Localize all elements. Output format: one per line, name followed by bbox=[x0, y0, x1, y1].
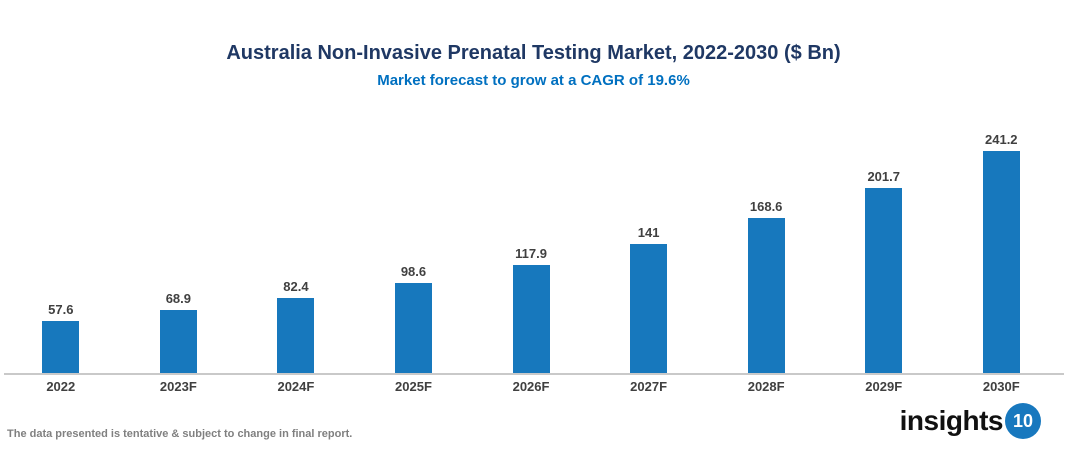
x-axis-label: 2027F bbox=[630, 379, 668, 394]
chart-title: Australia Non-Invasive Prenatal Testing … bbox=[226, 42, 841, 64]
bar bbox=[512, 265, 550, 374]
bar bbox=[747, 218, 785, 374]
logo-circle-10-icon: 10 bbox=[1005, 403, 1041, 439]
logo-wordmark: insights bbox=[899, 405, 1004, 436]
insights10-logo: insights 10 bbox=[900, 402, 1041, 440]
x-axis-label: 2029F bbox=[865, 379, 903, 394]
bar-value-label: 141 bbox=[637, 225, 660, 240]
bar-column: 82.4 bbox=[237, 114, 355, 374]
bar-column: 241.2 bbox=[943, 114, 1061, 374]
x-axis-label: 2024F bbox=[277, 379, 315, 394]
bar-chart-plot-area: 57.6 68.9 82.4 98.6 117.9 141 168.6 201.7 241.2 bbox=[2, 114, 1060, 374]
bar-value-label: 98.6 bbox=[400, 264, 427, 279]
bar-column: 117.9 bbox=[472, 114, 590, 374]
disclaimer-text: The data presented is tentative & subjec… bbox=[7, 428, 353, 440]
x-axis-label: 2030F bbox=[982, 379, 1020, 394]
bar-column: 68.9 bbox=[120, 114, 238, 374]
bar-column: 201.7 bbox=[825, 114, 943, 374]
bar-value-label: 168.6 bbox=[749, 199, 783, 214]
bar-value-label: 82.4 bbox=[283, 279, 309, 294]
bar-column: 168.6 bbox=[707, 114, 825, 374]
bar bbox=[277, 298, 315, 374]
x-axis-label: 2025F bbox=[395, 379, 432, 394]
bar-column: 141 bbox=[590, 114, 708, 374]
bar-column: 57.6 bbox=[2, 114, 120, 374]
bar bbox=[982, 151, 1020, 374]
x-axis-label: 2028F bbox=[747, 379, 785, 394]
bar bbox=[159, 310, 197, 374]
bar bbox=[865, 188, 903, 374]
bar-value-label: 241.2 bbox=[985, 132, 1018, 147]
bar-column: 98.6 bbox=[355, 114, 473, 374]
chart-subtitle: Market forecast to grow at a CAGR of 19.… bbox=[377, 72, 690, 89]
bar-value-label: 57.6 bbox=[48, 302, 74, 317]
x-axis-label: 2023F bbox=[159, 379, 197, 394]
x-axis-line bbox=[4, 373, 1064, 375]
x-axis-labels-row: 2022 2023F 2024F 2025F 2026F 2027F 2028F 2029F 2… bbox=[2, 379, 1060, 394]
bar-value-label: 68.9 bbox=[165, 291, 191, 306]
bar-value-label: 117.9 bbox=[515, 246, 547, 261]
x-axis-label: 2026F bbox=[512, 379, 550, 394]
bar bbox=[630, 244, 668, 374]
x-axis-label: 2022 bbox=[46, 379, 76, 394]
bar-value-label: 201.7 bbox=[867, 169, 900, 184]
bar bbox=[394, 283, 432, 374]
bar bbox=[42, 321, 80, 374]
